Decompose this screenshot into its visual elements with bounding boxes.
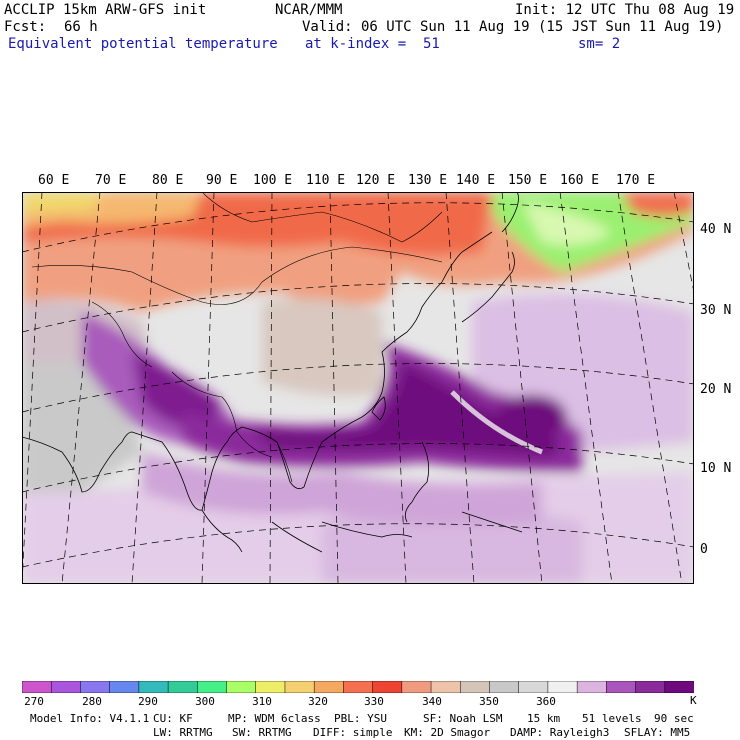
lat-label: 30 N	[700, 303, 732, 318]
colorbar-swatch	[255, 681, 286, 693]
lon-label: 120 E	[356, 173, 396, 188]
info-km: KM: 2D Smagor	[404, 726, 491, 739]
colorbar-swatch	[343, 681, 374, 693]
colorbar-swatch	[109, 681, 140, 693]
colorbar-swatch	[635, 681, 666, 693]
fcst-label: Fcst:	[4, 19, 47, 35]
lon-label: 60 E	[38, 173, 70, 188]
init-time: Init: 12 UTC Thu 08 Aug 19	[515, 2, 735, 18]
model-title: ACCLIP 15km ARW-GFS init	[4, 2, 207, 18]
info-sf: SF: Noah LSM	[423, 712, 503, 725]
fcst-value: 66 h	[64, 19, 98, 35]
shaded-field	[22, 192, 694, 584]
colorbar-swatch	[226, 681, 257, 693]
colorbar-unit: K	[690, 694, 697, 707]
colorbar-swatch	[664, 681, 694, 693]
colorbar-tick-label: 340	[422, 695, 442, 708]
lat-label: 10 N	[700, 461, 732, 476]
colorbar-swatch	[401, 681, 432, 693]
colorbar-swatch	[167, 681, 198, 693]
colorbar-tick-label: 270	[24, 695, 44, 708]
lon-label: 110 E	[306, 173, 346, 188]
info-damp: DAMP: Rayleigh3	[510, 726, 610, 739]
lon-label: 90 E	[206, 173, 238, 188]
colorbar-tick-label: 360	[536, 695, 556, 708]
info-resolution: 15 km	[527, 712, 561, 725]
colorbar-swatch	[50, 681, 81, 693]
lat-label: 0	[700, 542, 708, 557]
colorbar-swatch	[576, 681, 607, 693]
colorbar-swatch	[606, 681, 637, 693]
colorbar-swatch	[460, 681, 491, 693]
colorbar-swatch	[284, 681, 315, 693]
lat-label: 20 N	[700, 382, 732, 397]
colorbar-tick-label: 280	[82, 695, 102, 708]
colorbar	[22, 681, 694, 693]
lat-label: 40 N	[700, 222, 732, 237]
colorbar-tick-label: 350	[479, 695, 499, 708]
colorbar-tick-label: 330	[364, 695, 384, 708]
lon-label: 100 E	[253, 173, 293, 188]
info-cu: CU: KF	[153, 712, 193, 725]
smoothing-label: sm= 2	[578, 36, 621, 52]
colorbar-swatch	[489, 681, 520, 693]
colorbar-swatch	[22, 681, 52, 693]
colorbar-swatch	[138, 681, 169, 693]
info-diff: DIFF: simple	[313, 726, 393, 739]
lon-label: 150 E	[508, 173, 548, 188]
info-levels: 51 levels	[582, 712, 642, 725]
theta-e-map	[22, 192, 694, 584]
lon-label: 170 E	[616, 173, 656, 188]
colorbar-swatch	[197, 681, 228, 693]
lon-label: 160 E	[560, 173, 600, 188]
coastlines	[22, 192, 523, 553]
colorbar-swatch	[518, 681, 549, 693]
colorbar-swatch	[430, 681, 461, 693]
info-sw: SW: RRTMG	[232, 726, 292, 739]
lon-label: 130 E	[408, 173, 448, 188]
colorbar-tick-label: 300	[195, 695, 215, 708]
valid-time: Valid: 06 UTC Sun 11 Aug 19 (15 JST Sun …	[302, 19, 724, 35]
info-sflay: SFLAY: MM5	[624, 726, 691, 739]
graticule	[22, 192, 694, 584]
lon-label: 70 E	[95, 173, 127, 188]
colorbar-swatch	[372, 681, 403, 693]
info-version: Model Info: V4.1.1	[30, 712, 150, 725]
colorbar-tick-label: 310	[252, 695, 272, 708]
lon-label: 140 E	[456, 173, 496, 188]
info-timestep: 90 sec	[654, 712, 694, 725]
field-name: Equivalent potential temperature	[8, 36, 278, 52]
info-lw: LW: RRTMG	[153, 726, 213, 739]
colorbar-swatch	[547, 681, 578, 693]
colorbar-tick-label: 320	[308, 695, 328, 708]
center-label: NCAR/MMM	[275, 2, 343, 18]
map-frame	[22, 192, 694, 584]
colorbar-swatch	[80, 681, 111, 693]
lon-label: 80 E	[152, 173, 184, 188]
info-mp: MP: WDM 6class	[228, 712, 321, 725]
colorbar-swatch	[313, 681, 344, 693]
colorbar-tick-label: 290	[138, 695, 158, 708]
country-boundaries	[31, 192, 443, 483]
info-pbl: PBL: YSU	[334, 712, 387, 725]
level-label: at k-index = 51	[305, 36, 440, 52]
